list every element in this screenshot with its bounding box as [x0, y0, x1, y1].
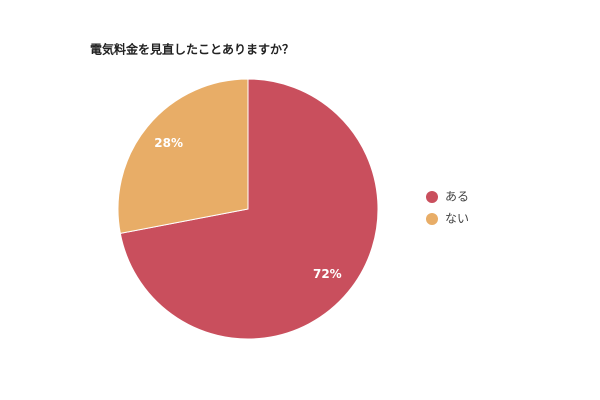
slice-label: 72% — [313, 267, 342, 281]
pie-slice — [117, 78, 249, 234]
pie-slice — [119, 78, 379, 340]
chart-title: 電気料金を見直したことありますか？ — [90, 42, 294, 57]
legend-label: ない — [445, 212, 469, 226]
legend-swatch — [426, 213, 438, 225]
slice-label: 28% — [154, 136, 183, 150]
legend-swatch — [426, 191, 438, 203]
legend-label: ある — [445, 190, 469, 204]
